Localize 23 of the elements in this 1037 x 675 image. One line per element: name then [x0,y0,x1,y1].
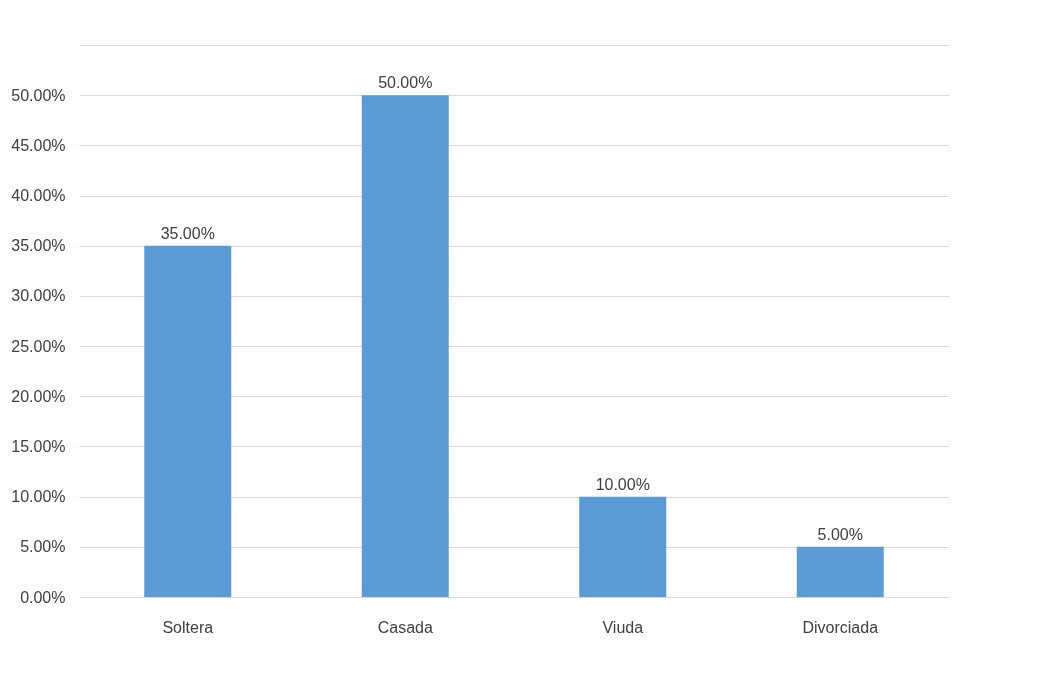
x-tick-label: Divorciada [802,618,879,636]
y-tick-label: 25.00% [11,337,66,355]
data-label: 5.00% [817,525,863,543]
data-label: 50.00% [378,74,433,92]
y-tick-label: 10.00% [11,488,66,506]
bar [144,245,232,597]
y-tick-label: 20.00% [11,387,66,405]
y-tick-label: 5.00% [20,538,66,556]
x-tick-label: Soltera [162,618,214,636]
x-tick-label: Viuda [602,618,644,636]
x-tick-label: Casada [377,618,433,636]
y-tick-label: 40.00% [11,187,66,205]
bar [796,546,884,597]
y-tick-label: 50.00% [11,86,66,104]
y-tick-label: 0.00% [20,588,66,606]
y-tick-label: 35.00% [11,237,66,255]
y-tick-label: 30.00% [11,287,66,305]
data-label: 10.00% [595,475,650,493]
bar [361,95,449,597]
y-tick-label: 45.00% [11,136,66,154]
y-tick-label: 15.00% [11,437,66,455]
bar [579,496,667,597]
data-label: 35.00% [160,224,215,242]
